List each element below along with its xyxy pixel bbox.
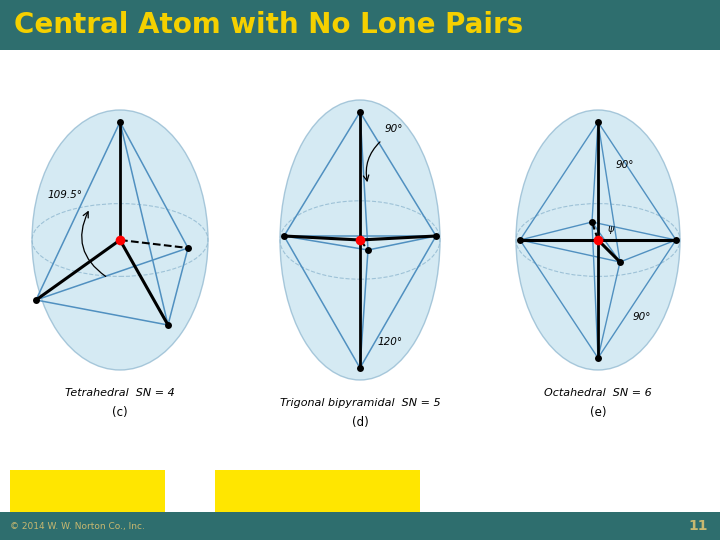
- Bar: [0, 0, 720, 50]
- Text: 109.5°: 109.5°: [48, 190, 83, 200]
- Text: (c): (c): [112, 406, 128, 419]
- Text: ψ: ψ: [608, 224, 614, 234]
- Text: 90°: 90°: [633, 312, 652, 322]
- Text: 90°: 90°: [616, 160, 634, 170]
- Text: (e): (e): [590, 406, 606, 419]
- Ellipse shape: [32, 110, 208, 370]
- Bar: [10, 470, 165, 512]
- Text: Tetrahedral  SN = 4: Tetrahedral SN = 4: [65, 388, 175, 398]
- Text: © 2014 W. W. Norton Co., Inc.: © 2014 W. W. Norton Co., Inc.: [10, 522, 145, 530]
- Ellipse shape: [516, 110, 680, 370]
- Text: 120°: 120°: [378, 337, 403, 347]
- Text: 11: 11: [688, 519, 708, 533]
- Bar: [215, 470, 420, 512]
- Text: (d): (d): [351, 416, 369, 429]
- Text: 90°: 90°: [385, 124, 403, 134]
- Text: Trigonal bipyramidal  SN = 5: Trigonal bipyramidal SN = 5: [279, 398, 441, 408]
- Bar: [0, 512, 720, 540]
- Ellipse shape: [280, 100, 440, 380]
- Text: Octahedral  SN = 6: Octahedral SN = 6: [544, 388, 652, 398]
- Text: Central Atom with No Lone Pairs: Central Atom with No Lone Pairs: [14, 11, 523, 39]
